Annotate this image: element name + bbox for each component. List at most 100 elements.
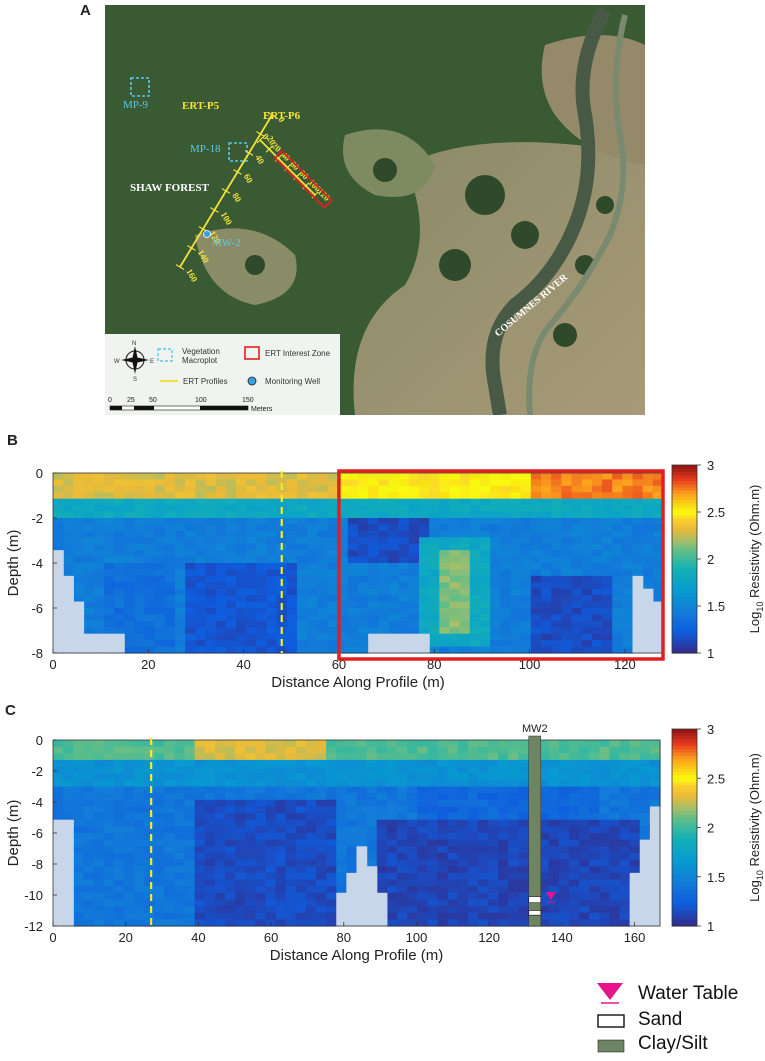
resistivity-cell (498, 786, 509, 794)
resistivity-cell (123, 899, 135, 907)
resistivity-cell (347, 492, 359, 500)
resistivity-cell (246, 518, 257, 526)
resistivity-cell (530, 614, 542, 622)
resistivity-cell (73, 899, 84, 907)
resistivity-cell (164, 595, 176, 603)
resistivity-cell (174, 759, 186, 768)
resistivity-cell (581, 608, 593, 616)
resistivity-cell (358, 537, 369, 545)
resistivity-cell (459, 640, 471, 648)
resistivity-cell (551, 511, 562, 519)
resistivity-cell (508, 779, 519, 788)
resistivity-cell (429, 543, 440, 551)
resistivity-cell (622, 569, 634, 577)
resistivity-cell (285, 793, 297, 801)
resistivity-cell (124, 608, 135, 616)
blank-cell (53, 556, 64, 564)
resistivity-cell (581, 524, 593, 532)
blank-cell (63, 879, 74, 887)
y-tick-label: -10 (24, 888, 43, 903)
resistivity-cell (307, 588, 318, 596)
resistivity-cell (427, 773, 439, 781)
resistivity-cell (579, 746, 590, 754)
resistivity-cell (286, 492, 298, 500)
resistivity-cell (174, 793, 186, 801)
resistivity-cell (589, 839, 600, 847)
resistivity-cell (599, 753, 611, 761)
resistivity-cell (185, 479, 196, 487)
resistivity-cell (83, 614, 95, 622)
resistivity-cell (83, 779, 95, 788)
resistivity-cell (407, 912, 418, 920)
resistivity-cell (256, 646, 268, 654)
resistivity-cell (449, 473, 461, 481)
resistivity-cell (538, 906, 550, 914)
resistivity-cell (518, 859, 530, 867)
resistivity-cell (622, 511, 634, 519)
resistivity-cell (265, 799, 277, 808)
resistivity-cell (326, 899, 337, 907)
resistivity-cell (558, 839, 570, 847)
resistivity-cell (459, 543, 471, 551)
blank-cell (629, 912, 641, 920)
resistivity-cell (538, 826, 550, 834)
resistivity-cell (518, 906, 530, 914)
colorbar-segment (672, 502, 697, 507)
resistivity-cell (591, 518, 603, 526)
resistivity-cell (144, 879, 155, 887)
resistivity-cell (396, 819, 408, 827)
resistivity-cell (225, 640, 237, 648)
resistivity-cell (184, 919, 196, 927)
resistivity-cell (93, 537, 105, 545)
resistivity-cell (488, 799, 499, 808)
resistivity-cell (541, 646, 552, 654)
resistivity-cell (439, 530, 451, 538)
resistivity-cell (589, 806, 600, 814)
resistivity-cell (286, 543, 298, 551)
monitoring-well-mw2 (203, 230, 211, 238)
resistivity-cell (467, 753, 479, 761)
blank-cell (103, 640, 115, 648)
resistivity-cell (538, 759, 550, 768)
resistivity-cell (276, 620, 288, 628)
resistivity-cell (336, 753, 347, 761)
resistivity-cell (612, 614, 623, 622)
resistivity-cell (63, 740, 74, 748)
resistivity-cell (508, 852, 519, 861)
resistivity-cell (327, 492, 339, 500)
resistivity-cell (204, 899, 216, 907)
resistivity-cell (378, 588, 390, 596)
resistivity-cell (214, 852, 226, 861)
resistivity-cell (347, 479, 359, 487)
resistivity-cell (561, 505, 573, 513)
resistivity-cell (581, 640, 593, 648)
resistivity-cell (164, 793, 175, 801)
resistivity-cell (378, 479, 390, 487)
resistivity-cell (490, 524, 501, 532)
resistivity-cell (457, 759, 469, 768)
resistivity-cell (388, 505, 400, 513)
resistivity-cell (508, 813, 519, 821)
resistivity-cell (599, 826, 611, 834)
resistivity-cell (417, 779, 428, 788)
resistivity-cell (266, 627, 278, 635)
resistivity-cell (398, 582, 410, 590)
resistivity-cell (297, 608, 308, 616)
resistivity-cell (417, 899, 428, 907)
colorbar-segment (672, 824, 697, 829)
resistivity-cell (164, 505, 176, 513)
resistivity-cell (185, 563, 196, 571)
resistivity-cell (194, 759, 206, 768)
resistivity-cell (275, 839, 287, 847)
colorbar-tick-label: 2.5 (707, 771, 725, 786)
resistivity-cell (358, 569, 369, 577)
resistivity-cell (103, 530, 115, 538)
resistivity-cell (154, 846, 165, 854)
blank-region (53, 806, 661, 927)
resistivity-cell (286, 608, 298, 616)
resistivity-cell (245, 859, 256, 867)
resistivity-cell (224, 793, 236, 801)
resistivity-cell (591, 556, 603, 564)
resistivity-cell (437, 912, 449, 920)
resistivity-cell (561, 518, 573, 526)
